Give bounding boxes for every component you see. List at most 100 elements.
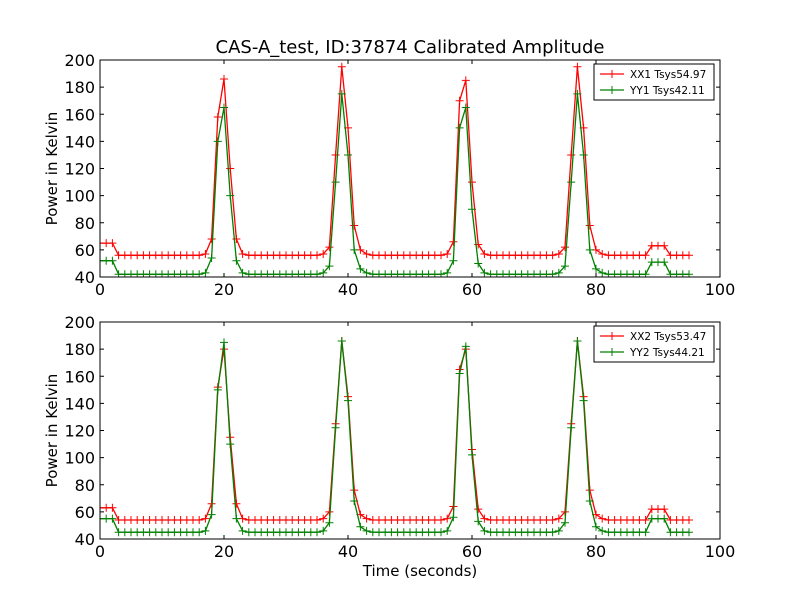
- data-point: [344, 150, 352, 159]
- data-point: [362, 268, 371, 277]
- data-point: [207, 510, 216, 519]
- data-point: [362, 514, 371, 523]
- x-tick-label: 60: [462, 542, 482, 561]
- data-point: [437, 251, 445, 260]
- legend-label: YY1 Tsys42.11: [629, 85, 705, 97]
- data-point: [660, 505, 669, 514]
- data-point: [313, 528, 321, 537]
- data-point: [598, 526, 607, 535]
- x-tick-label: 40: [338, 542, 358, 561]
- data-point: [207, 235, 216, 244]
- data-point: [548, 528, 557, 537]
- data-point: [337, 89, 346, 98]
- data-point: [573, 89, 582, 98]
- data-point: [108, 503, 117, 512]
- data-point: [350, 245, 359, 254]
- data-point: [455, 96, 464, 105]
- figure-title: CAS-A_test, ID:37874 Calibrated Amplitud…: [216, 37, 605, 58]
- data-point: [567, 423, 576, 432]
- data-point: [592, 522, 600, 531]
- x-tick-label: 0: [95, 280, 105, 299]
- y-tick-label: 120: [64, 160, 95, 179]
- data-point: [350, 497, 359, 506]
- x-tick-label: 0: [95, 542, 105, 561]
- data-point: [579, 150, 588, 159]
- data-point: [449, 237, 458, 246]
- data-point: [344, 396, 352, 405]
- data-point: [213, 137, 222, 146]
- data-point: [331, 150, 340, 159]
- data-point: [443, 249, 452, 258]
- x-tick-label: 100: [705, 280, 736, 299]
- data-point: [480, 268, 489, 277]
- data-point: [325, 243, 334, 252]
- data-point: [449, 256, 458, 265]
- x-tick-label: 20: [214, 542, 234, 561]
- data-point: [567, 178, 576, 187]
- data-point: [356, 264, 365, 273]
- y-tick-label: 180: [64, 78, 95, 97]
- data-point: [573, 62, 582, 71]
- data-point: [443, 268, 452, 277]
- data-point: [455, 123, 464, 132]
- legend-marker: [608, 332, 616, 340]
- y-tick-label: 40: [75, 268, 95, 287]
- x-tick-label: 40: [338, 280, 358, 299]
- data-point: [232, 256, 241, 265]
- data-point: [554, 526, 563, 535]
- y-tick-label: 100: [64, 187, 95, 206]
- x-tick-label: 80: [586, 280, 606, 299]
- data-point: [461, 342, 470, 351]
- legend-marker: [608, 86, 616, 94]
- data-point: [226, 440, 235, 449]
- data-point: [226, 191, 235, 200]
- data-point: [548, 516, 557, 525]
- y-tick-label: 60: [75, 503, 95, 522]
- data-point: [220, 338, 228, 347]
- data-point: [554, 249, 563, 258]
- subplots: 0 20 40 60 80 100406080100120140160180200Powe…: [43, 51, 735, 580]
- data-point: [554, 268, 563, 277]
- y-tick-label: 160: [64, 367, 95, 386]
- y-tick-label: 40: [75, 530, 95, 549]
- data-point: [319, 249, 328, 258]
- data-point: [350, 221, 359, 230]
- data-point: [641, 516, 650, 525]
- data-point: [319, 526, 328, 535]
- y-tick-label: 160: [64, 105, 95, 124]
- data-point: [561, 243, 569, 252]
- legend-label: XX2 Tsys53.47: [630, 331, 706, 343]
- data-point: [337, 336, 346, 345]
- data-point: [220, 74, 228, 83]
- x-tick-label: 20: [214, 280, 234, 299]
- data-point: [313, 251, 321, 260]
- data-point: [238, 526, 247, 535]
- legend: XX1 Tsys54.97 YY1 Tsys42.11: [593, 63, 715, 101]
- data-point: [660, 241, 669, 250]
- data-point: [685, 251, 693, 260]
- legend-marker: [608, 70, 616, 78]
- data-point: [641, 251, 650, 260]
- legend-label: YY2 Tsys44.21: [629, 347, 705, 359]
- data-point: [232, 514, 241, 523]
- data-point: [356, 522, 365, 531]
- data-point: [554, 514, 563, 523]
- data-point: [474, 517, 483, 526]
- data-point: [480, 514, 489, 523]
- data-point: [598, 249, 607, 258]
- subplot-2: 0 20 40 60 80 100 40 60 80 100 120 140 160 180 200 Powe…: [43, 313, 735, 580]
- y-tick-label: 100: [64, 449, 95, 468]
- y-tick-label: 140: [64, 394, 95, 413]
- legend-label: XX1 Tsys54.97: [630, 69, 706, 81]
- y-tick-label: 80: [75, 214, 95, 233]
- x-tick-label: 100: [705, 542, 736, 561]
- data-point: [573, 336, 582, 345]
- subplot-1: 0 20 40 60 80 100 40 60 80 100 120 140 160 180 200 Powe…: [43, 51, 735, 299]
- data-point: [108, 514, 117, 523]
- plot-area: [100, 62, 693, 277]
- data-point: [201, 526, 210, 535]
- data-point: [598, 268, 607, 277]
- y-tick-label: 80: [75, 476, 95, 495]
- data-point: [201, 514, 210, 523]
- data-point: [195, 516, 204, 525]
